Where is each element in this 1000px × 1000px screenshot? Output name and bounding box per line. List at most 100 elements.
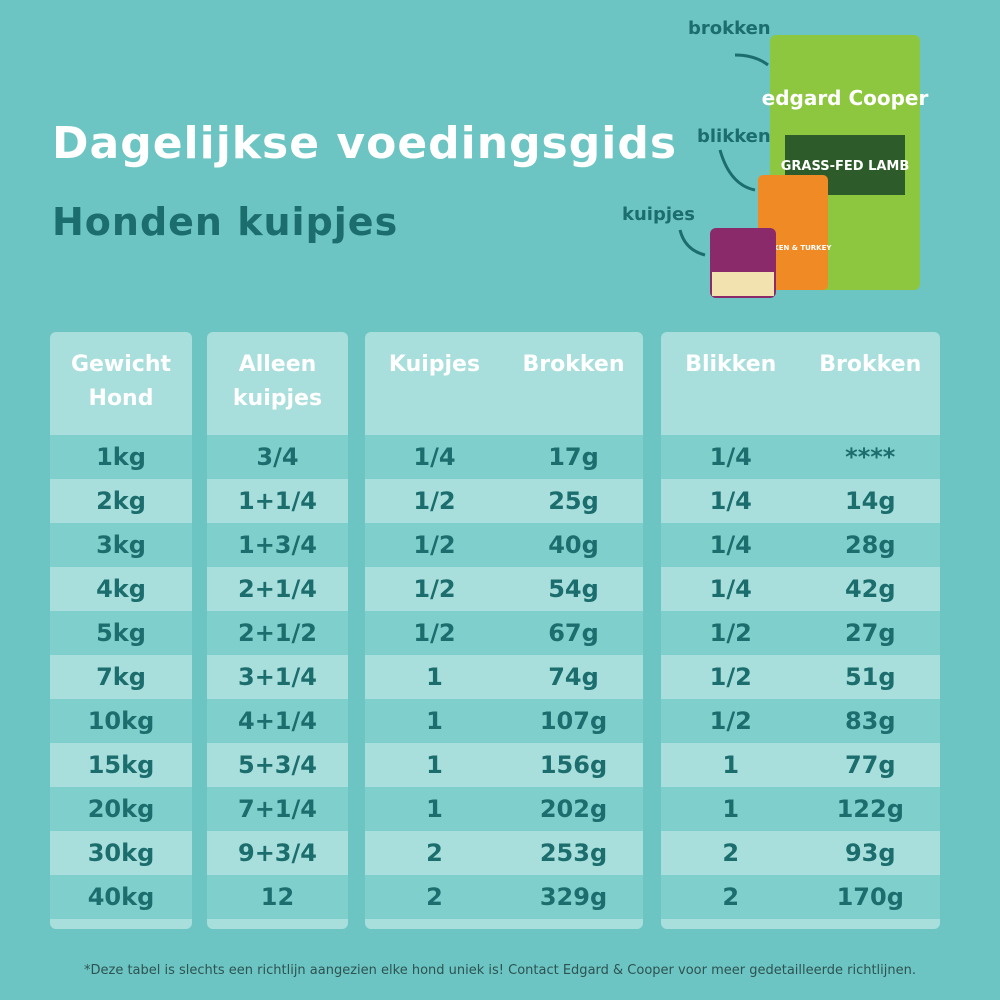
cell: 1 [722,751,740,779]
footnote: *Deze tabel is slechts een richtlijn aan… [83,963,917,978]
cell: 1/4 [709,443,752,471]
cell: 107g [539,707,608,735]
product-image: edgard Cooper GRASS-FED LAMB CHICKEN & T… [678,35,929,298]
column-header: Kuipjes [388,352,481,377]
row-stripe [365,787,643,831]
cell: 1+3/4 [238,531,317,559]
cell: 3kg [96,531,146,559]
row-stripe [365,523,643,567]
row-stripe [50,435,192,479]
row-stripe [661,787,940,831]
cell: 54g [548,575,599,603]
column-header: Blikken [685,352,777,377]
row-stripe [207,875,348,919]
label-kuipjes: kuipjes [622,204,695,225]
cell: 253g [539,839,608,867]
cell: 156g [539,751,608,779]
cell: 2+1/2 [238,619,317,647]
row-stripe [50,787,192,831]
cell: 10kg [87,707,155,735]
column-header: Brokken [522,352,625,377]
row-stripe [365,699,643,743]
cell: 40g [548,531,599,559]
cell: 1 [426,795,443,823]
cell: 1+1/4 [238,487,317,515]
cell: 28g [844,531,896,559]
cell: 2 [722,883,740,911]
row-stripe [50,523,192,567]
cell: 2 [722,839,740,867]
cell: 7kg [96,663,146,691]
row-stripe [50,875,192,919]
cell: 3+1/4 [238,663,317,691]
cell: 329g [539,883,608,911]
row-stripe [207,787,348,831]
cell: 15kg [87,751,155,779]
row-stripe [50,611,192,655]
cell: 2 [426,883,443,911]
row-stripe [661,611,940,655]
title: Dagelijkse voedingsgids [52,118,678,169]
cell: 4+1/4 [238,707,317,735]
cell: 1/4 [413,443,456,471]
label-brokken: brokken [688,18,771,39]
cell: 30kg [87,839,155,867]
row-stripe [661,699,940,743]
cell: 1/2 [413,487,456,515]
row-stripe [661,875,940,919]
cell: 170g [836,883,904,911]
cell: 202g [539,795,608,823]
cell: 1/2 [413,531,456,559]
cell: 17g [548,443,599,471]
cell: 7+1/4 [238,795,317,823]
cell: 2kg [96,487,146,515]
cell: 93g [844,839,896,867]
row-stripe [365,875,643,919]
bag-flavour: GRASS-FED LAMB [781,159,910,174]
cell: 1/2 [413,619,456,647]
can-flavour: CHICKEN & TURKEY [755,244,833,252]
cell: 20kg [87,795,155,823]
cell: **** [845,443,896,471]
cell: 1/2 [413,575,456,603]
cell: 1/2 [709,663,752,691]
row-stripe [207,435,348,479]
cell: 1/4 [709,575,752,603]
subtitle: Honden kuipjes [52,200,399,244]
cell: 12 [260,883,295,911]
column-header: Brokken [819,352,922,377]
cell: 122g [836,795,904,823]
row-stripe [661,435,940,479]
cell: 83g [844,707,896,735]
cell: 74g [548,663,599,691]
cell: 1 [426,663,443,691]
row-stripe [207,611,348,655]
cell: 3/4 [256,443,299,471]
row-stripe [365,611,643,655]
cell: 1 [426,707,443,735]
row-stripe [207,699,348,743]
bag-brand: edgard Cooper [762,86,929,110]
cell: 14g [844,487,896,515]
cell: 51g [844,663,896,691]
cell: 1/2 [709,619,752,647]
row-stripe [365,435,643,479]
row-stripe [50,699,192,743]
cell: 42g [844,575,896,603]
cell: 2+1/4 [238,575,317,603]
label-blikken: blikken [697,126,771,147]
column-header: Gewicht Hond [70,352,172,411]
row-stripe [661,523,940,567]
cell: 4kg [96,575,146,603]
cell: 25g [548,487,599,515]
cell: 1 [426,751,443,779]
cell: 1/4 [709,531,752,559]
cell: 40kg [87,883,155,911]
tray-base [712,272,774,296]
column-header: Alleen kuipjes [232,352,323,411]
cell: 9+3/4 [238,839,317,867]
cell: 5kg [96,619,146,647]
cell: 1kg [96,443,146,471]
cell: 1/2 [709,707,752,735]
